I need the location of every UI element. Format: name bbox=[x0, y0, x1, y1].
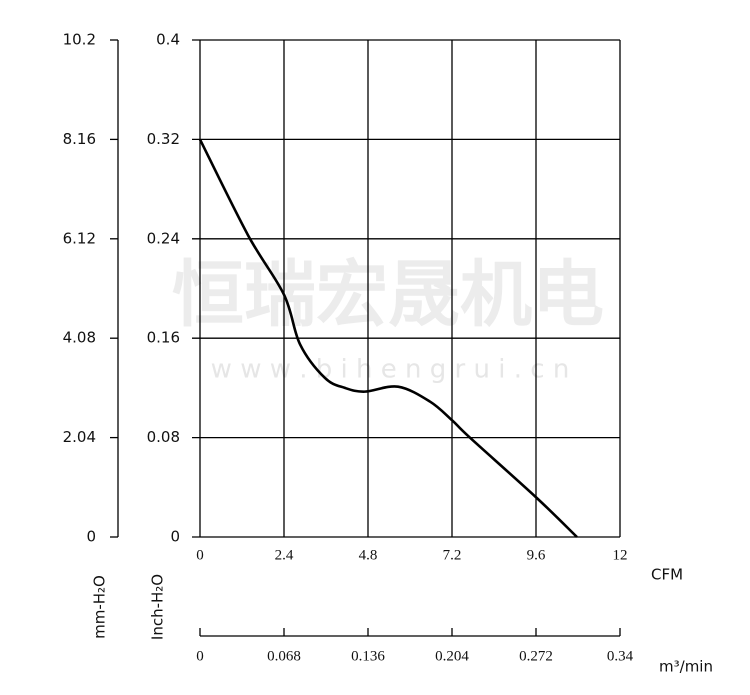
x2-tick-label: 0.272 bbox=[519, 648, 553, 664]
x2-tick-label: 0.136 bbox=[351, 648, 385, 664]
y-tick-label: 0.32 bbox=[147, 130, 180, 148]
y2-tick-label: 4.08 bbox=[63, 329, 96, 347]
x-tick-label: 2.4 bbox=[275, 547, 294, 563]
watermark-url: w w w . b i h e n g r u i . c n bbox=[211, 355, 570, 385]
x2-tick-label: 0.204 bbox=[435, 648, 469, 664]
x-tick-label: 7.2 bbox=[443, 547, 462, 563]
y-tick-label: 0.24 bbox=[147, 229, 180, 247]
y2-tick-label: 10.2 bbox=[63, 31, 96, 49]
x-axis-title: CFM bbox=[651, 566, 683, 584]
x2-axis-title: m³/min bbox=[659, 658, 713, 676]
y2-tick-label: 2.04 bbox=[63, 428, 96, 446]
y-tick-label: 0.16 bbox=[147, 329, 180, 347]
y-axis-title: Inch-H₂O bbox=[149, 574, 167, 640]
x-tick-label: 0 bbox=[196, 547, 204, 563]
x-tick-label: 4.8 bbox=[359, 547, 378, 563]
x2-tick-label: 0.068 bbox=[267, 648, 301, 664]
y2-tick-label: 6.12 bbox=[63, 229, 96, 247]
x-tick-label: 9.6 bbox=[527, 547, 546, 563]
y-tick-label: 0 bbox=[170, 528, 180, 546]
y-tick-label: 0.08 bbox=[147, 428, 180, 446]
x2-tick-label: 0.34 bbox=[607, 648, 634, 664]
y-tick-label: 0.4 bbox=[156, 31, 180, 49]
x-tick-label: 12 bbox=[613, 547, 628, 563]
watermark: 恒瑞宏晟机电 bbox=[172, 253, 604, 337]
y2-tick-label: 0 bbox=[86, 528, 96, 546]
y2-axis-title: mm-H₂O bbox=[91, 575, 109, 639]
curve bbox=[198, 138, 578, 538]
y2-tick-label: 8.16 bbox=[63, 130, 96, 148]
x2-tick-label: 0 bbox=[196, 648, 204, 664]
